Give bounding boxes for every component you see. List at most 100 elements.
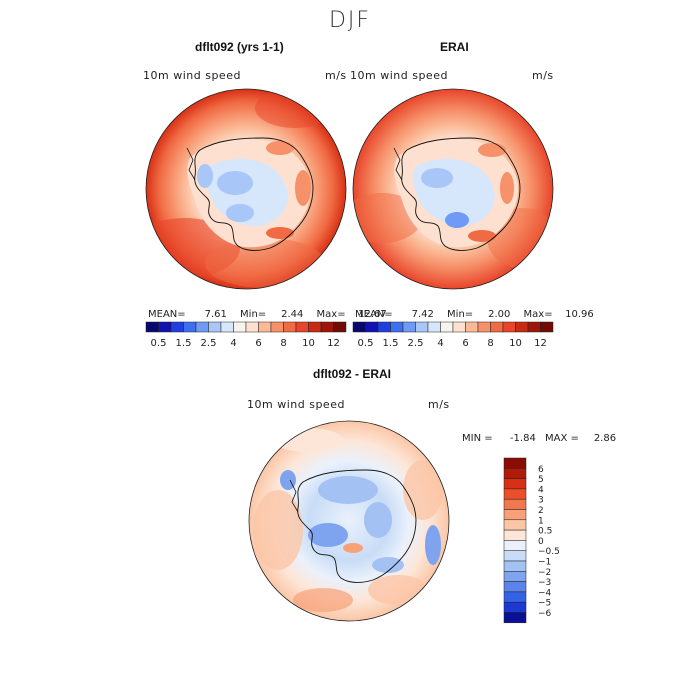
panel-3-units-label: m/s — [428, 398, 450, 411]
colorbar-swatch — [503, 560, 527, 572]
panel-3-max-label: MAX = — [545, 433, 579, 444]
colorbar-tick-label: 10 — [302, 338, 315, 349]
panel-1-min-label: Min= — [240, 309, 267, 320]
panel-1-min-value: 2.44 — [281, 309, 304, 320]
colorbar-swatch — [503, 488, 527, 500]
colorbar-tick-label: 12 — [534, 338, 547, 349]
colorbar-tick-label: −4 — [538, 588, 552, 598]
colorbar-tick-label: −6 — [538, 609, 552, 619]
panel-2-mean-label: MEAN= — [355, 309, 393, 320]
colorbar-tick-label: 5 — [538, 475, 544, 485]
colorbar-swatch — [503, 509, 527, 521]
panel-1-mean-label: MEAN= — [148, 309, 186, 320]
colorbar-swatch — [503, 571, 527, 582]
colorbar-swatch — [195, 321, 209, 333]
colorbar-swatch — [527, 321, 541, 333]
colorbar-swatch — [503, 601, 527, 613]
colorbar-tick-label: 0.5 — [538, 527, 552, 537]
panel-2-variable-label: 10m wind speed — [350, 69, 448, 82]
colorbar-swatch — [402, 321, 416, 333]
colorbar-tick-label: −2 — [538, 568, 551, 578]
panel-1-mean-value: 7.61 — [204, 309, 227, 320]
colorbar-swatch — [503, 519, 527, 531]
colorbar-swatch — [515, 321, 529, 333]
colorbar-tick-label: 4 — [437, 338, 443, 349]
panel-1-map — [145, 88, 347, 290]
colorbar-tick-label: 1 — [538, 516, 544, 526]
colorbar-swatch — [158, 321, 172, 333]
colorbar-tick-label: 2.5 — [408, 338, 424, 349]
colorbar-swatch — [220, 321, 234, 333]
colorbar-swatch — [245, 321, 259, 333]
panel-3-min-value: -1.84 — [509, 433, 536, 444]
colorbar-swatch — [503, 498, 527, 510]
colorbar-swatch — [503, 612, 527, 624]
colorbar-swatch — [183, 321, 197, 333]
colorbar-swatch — [452, 321, 466, 333]
colorbar-swatch — [377, 321, 391, 333]
colorbar-swatch — [503, 540, 527, 551]
colorbar-swatch — [295, 321, 309, 333]
colorbar-tick-label: 6 — [538, 465, 544, 475]
colorbar-swatch — [503, 457, 527, 469]
colorbar-swatch — [365, 321, 379, 333]
colorbar-tick-label: −1 — [538, 558, 551, 568]
panel-1-title: dflt092 (yrs 1-1) — [195, 40, 284, 54]
colorbar-swatch — [390, 321, 404, 333]
colorbar-tick-label: 1.5 — [176, 338, 192, 349]
colorbar-tick-label: 0 — [538, 537, 544, 547]
colorbar-tick-label: 8 — [487, 338, 493, 349]
panel-1-stats: MEAN= 7.61 Min= 2.44 Max= 12.67 — [148, 309, 387, 320]
colorbar-swatch — [540, 321, 554, 333]
panel-2-max-value: 10.96 — [565, 309, 594, 320]
colorbar-tick-label: −3 — [538, 578, 551, 588]
panel-2-stats: MEAN= 7.42 Min= 2.00 Max= 10.96 — [355, 309, 594, 320]
panel-3-max-value: 2.86 — [593, 433, 617, 444]
colorbar-swatch — [308, 321, 322, 333]
figure-title: DJF — [328, 8, 372, 33]
colorbar-swatch — [270, 321, 284, 333]
panel-1-max-value: 12.67 — [358, 309, 387, 320]
colorbar-swatch — [333, 321, 347, 333]
colorbar-swatch — [465, 321, 479, 333]
panel-2-map — [352, 88, 554, 290]
colorbar-swatch — [283, 321, 297, 333]
panel-2-units-label: m/s — [532, 69, 554, 82]
panel-2-min-value: 2.00 — [488, 309, 511, 320]
panel-2-max-label: Max= — [523, 309, 553, 320]
colorbar-tick-label: 6 — [255, 338, 261, 349]
panel-1-colorbar: 0.5 1.5 2.5 4 6 8 10 12 — [145, 321, 347, 349]
colorbar-swatch — [258, 321, 272, 333]
colorbar-swatch — [320, 321, 334, 333]
colorbar-swatch — [503, 581, 527, 593]
panel-3-title: dflt092 - ERAI — [313, 367, 392, 381]
colorbar-tick-label: 0.5 — [358, 338, 374, 349]
panel-1-max-label: Max= — [316, 309, 346, 320]
colorbar-tick-label: −5 — [538, 599, 551, 609]
colorbar-tick-label: 6 — [462, 338, 468, 349]
colorbar-swatch — [503, 529, 527, 541]
panel-3-min-label: MIN = — [462, 433, 493, 444]
colorbar-swatch — [208, 321, 222, 333]
colorbar-swatch — [502, 321, 516, 333]
colorbar-swatch — [427, 321, 441, 333]
colorbar-swatch — [503, 468, 527, 479]
panel-2-colorbar: 0.5 1.5 2.5 4 6 8 10 12 — [352, 321, 554, 349]
colorbar-tick-label: 8 — [280, 338, 286, 349]
colorbar-tick-label: 0.5 — [151, 338, 167, 349]
colorbar-swatch — [477, 321, 491, 333]
colorbar-swatch — [503, 591, 527, 603]
colorbar-tick-label: 10 — [509, 338, 522, 349]
colorbar-swatch — [490, 321, 504, 333]
colorbar-swatch — [145, 321, 159, 333]
colorbar-tick-label: 2 — [538, 506, 544, 516]
colorbar-swatch — [415, 321, 429, 333]
panel-3-stats: MIN = -1.84 MAX = 2.86 — [462, 433, 616, 444]
colorbar-tick-label: −0.5 — [538, 547, 560, 557]
colorbar-swatch — [503, 550, 527, 562]
colorbar-swatch — [440, 321, 454, 333]
colorbar-tick-label: 4 — [230, 338, 236, 349]
panel-2-mean-value: 7.42 — [411, 309, 434, 320]
panel-3-variable-label: 10m wind speed — [247, 398, 345, 411]
colorbar-tick-label: 2.5 — [201, 338, 217, 349]
